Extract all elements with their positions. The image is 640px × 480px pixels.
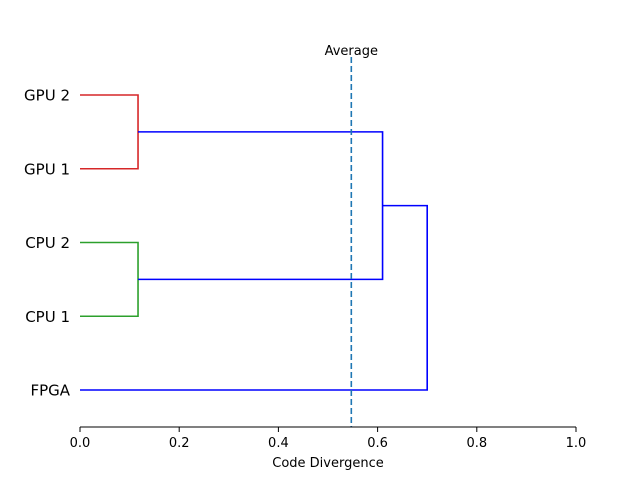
leaf-label-gpu-2: GPU 2 bbox=[24, 87, 70, 105]
average-reference-line: Average bbox=[325, 44, 378, 427]
leaf-label-gpu-1: GPU 1 bbox=[24, 160, 70, 178]
leaf-label-cpu-1: CPU 1 bbox=[25, 308, 70, 326]
leaf-label-fpga: FPGA bbox=[30, 382, 70, 400]
x-tick-label: 0.8 bbox=[466, 436, 487, 451]
cpu-cluster-link bbox=[80, 241, 139, 318]
x-tick-label: 0.6 bbox=[367, 436, 388, 451]
x-tick-label: 0.4 bbox=[268, 436, 289, 451]
average-label: Average bbox=[325, 44, 378, 59]
leaf-labels: GPU 2 GPU 1 CPU 2 CPU 1 FPGA bbox=[24, 87, 71, 400]
fpga-merge-link bbox=[80, 204, 428, 391]
x-tick-label: 0.2 bbox=[169, 436, 190, 451]
leaf-label-cpu-2: CPU 2 bbox=[25, 234, 70, 252]
x-axis: 0.0 0.2 0.4 0.6 0.8 1.0 bbox=[70, 426, 587, 451]
gpu-cluster-link bbox=[80, 94, 139, 170]
x-axis-title: Code Divergence bbox=[272, 456, 383, 471]
gpu-cpu-merge-link bbox=[138, 131, 384, 281]
x-tick-label: 1.0 bbox=[566, 436, 587, 451]
dendrogram-links bbox=[80, 94, 428, 391]
x-tick-label: 0.0 bbox=[70, 436, 91, 451]
